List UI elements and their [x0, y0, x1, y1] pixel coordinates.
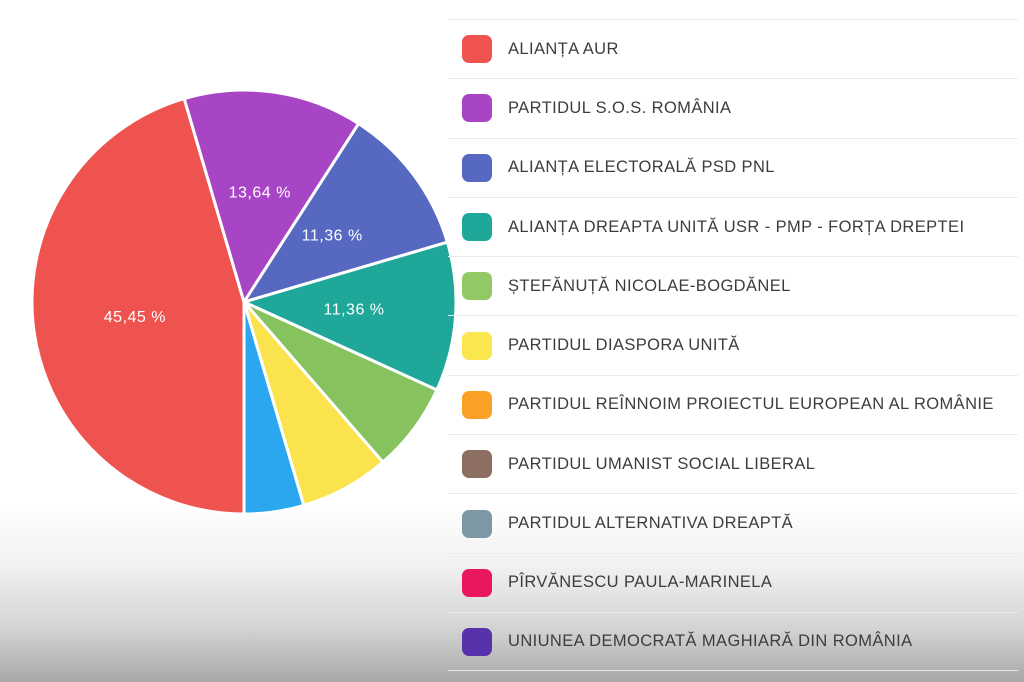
legend-item[interactable]: PARTIDUL DIASPORA UNITĂ: [448, 315, 1018, 374]
pie-slice[interactable]: [242, 300, 306, 516]
legend-item-label: PARTIDUL DIASPORA UNITĂ: [508, 336, 740, 355]
legend-item-label: ALIANȚA AUR: [508, 39, 619, 58]
legend-item[interactable]: PARTIDUL UMANIST SOCIAL LIBERAL: [448, 434, 1018, 493]
pie-slice-label: 13,64 %: [229, 184, 291, 201]
legend-color-swatch: [462, 568, 492, 597]
legend-item[interactable]: ALIANȚA AUR: [448, 19, 1018, 78]
legend-item-label: PARTIDUL REÎNNOIM PROIECTUL EUROPEAN AL …: [508, 395, 994, 414]
legend-color-swatch: [462, 35, 492, 64]
legend-color-swatch: [462, 331, 492, 360]
legend-color-swatch: [462, 450, 492, 479]
legend-item[interactable]: ȘTEFĂNUȚĂ NICOLAE-BOGDĂNEL: [448, 256, 1018, 315]
pie-slice[interactable]: [242, 122, 449, 304]
legend-item-label: ALIANȚA ELECTORALĂ PSD PNL: [508, 158, 775, 177]
legend-color-swatch: [462, 213, 492, 242]
legend-color-swatch: [462, 627, 492, 656]
pie-slice[interactable]: [30, 97, 246, 516]
legend-item-label: PARTIDUL ALTERNATIVA DREAPTĂ: [508, 514, 794, 533]
legend-item[interactable]: PARTIDUL ALTERNATIVA DREAPTĂ: [448, 493, 1018, 552]
legend-color-swatch: [462, 390, 492, 419]
legend-item[interactable]: PARTIDUL REÎNNOIM PROIECTUL EUROPEAN AL …: [448, 374, 1018, 434]
legend: ALIANȚA AUR PARTIDUL S.O.S. ROMÂNIA ALIANȚ…: [448, 19, 1024, 672]
legend-item-label: PARTIDUL S.O.S. ROMÂNIA: [508, 98, 732, 117]
pie-slice-label: 11,36 %: [302, 227, 363, 244]
legend-item[interactable]: UNIUNEA DEMOCRATĂ MAGHIARĂ DIN ROMÂNIA: [448, 611, 1018, 672]
legend-item-label: PARTIDUL UMANIST SOCIAL LIBERAL: [508, 454, 816, 473]
legend-item[interactable]: ALIANȚA ELECTORALĂ PSD PNL: [448, 137, 1018, 197]
legend-color-swatch: [462, 153, 492, 182]
legend-color-swatch: [462, 272, 492, 301]
legend-item-label: ALIANȚA DREAPTA UNITĂ USR - PMP - FORȚA …: [508, 217, 965, 236]
legend-item[interactable]: PÎRVĂNESCU PAULA-MARINELA: [448, 552, 1018, 612]
legend-item-label: UNIUNEA DEMOCRATĂ MAGHIARĂ DIN ROMÂNIA: [508, 632, 913, 651]
legend-item-label: ȘTEFĂNUȚĂ NICOLAE-BOGDĂNEL: [508, 276, 791, 295]
pie-slice-label: 45,45 %: [104, 309, 166, 326]
legend-item[interactable]: ALIANȚA DREAPTA UNITĂ USR - PMP - FORȚA …: [448, 196, 1018, 256]
pie-slice-label: 11,36 %: [323, 301, 384, 318]
legend-item[interactable]: PARTIDUL S.O.S. ROMÂNIA: [448, 78, 1018, 137]
legend-color-swatch: [462, 509, 492, 538]
pie-slice[interactable]: [242, 240, 458, 392]
legend-color-swatch: [462, 94, 492, 123]
pie-slice[interactable]: [182, 88, 361, 304]
legend-item-label: PÎRVĂNESCU PAULA-MARINELA: [508, 573, 773, 592]
